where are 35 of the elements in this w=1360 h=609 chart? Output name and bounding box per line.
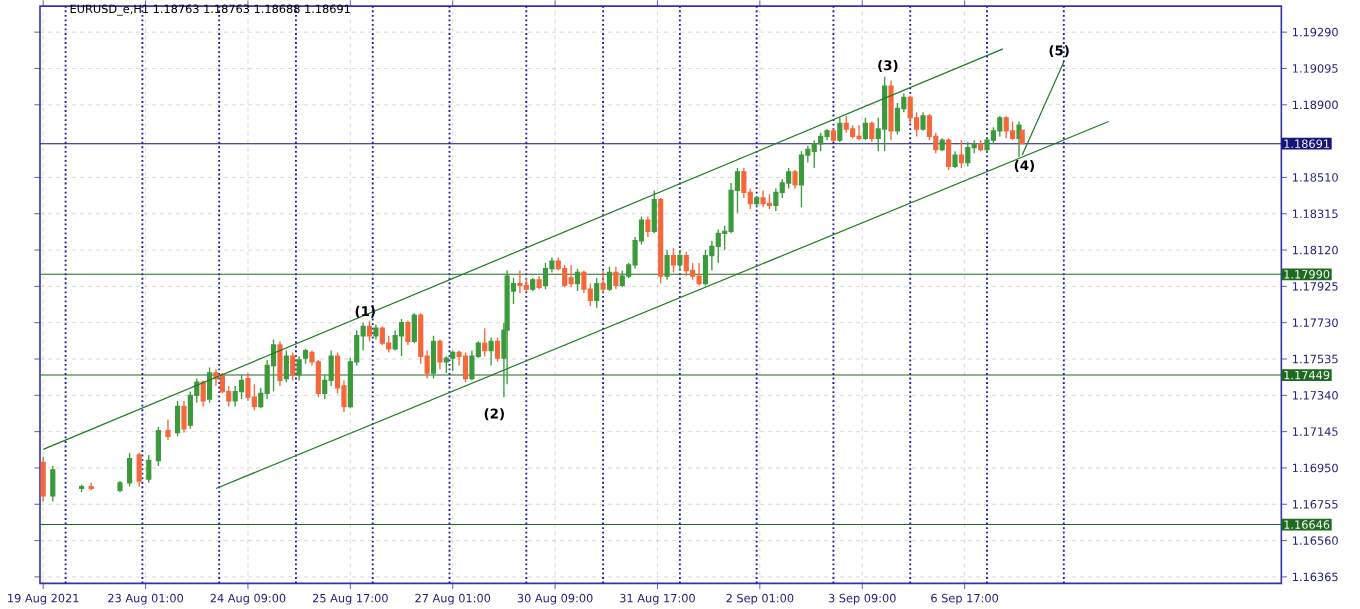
ref-line-label: 1.17990 (1284, 269, 1330, 279)
x-tick-label: 30 Aug 09:00 (517, 593, 593, 605)
y-tick-label: 1.17340 (1293, 391, 1338, 400)
y-tick-label: 1.18120 (1293, 245, 1338, 255)
y-tick-label: 1.16365 (1293, 572, 1338, 582)
x-tick-label: 27 Aug 01:00 (415, 593, 491, 605)
annotation: (2) (484, 408, 504, 421)
y-tick-label: 1.19095 (1293, 64, 1338, 73)
x-tick-label: 3 Sep 09:00 (828, 593, 896, 605)
ref-line-label: 1.16646 (1284, 520, 1330, 529)
y-tick-label: 1.17535 (1293, 354, 1338, 364)
y-tick-label: 1.17730 (1293, 318, 1338, 327)
x-tick-label: 2 Sep 01:00 (726, 593, 794, 605)
y-tick-label: 1.16755 (1293, 499, 1338, 509)
annotation: (1) (355, 305, 375, 318)
y-tick-label: 1.18510 (1293, 173, 1338, 182)
x-tick-label: 6 Sep 17:00 (931, 593, 999, 605)
annotation: (3) (878, 60, 898, 72)
ref-line-label: 1.17449 (1284, 370, 1330, 380)
y-tick-label: 1.16950 (1293, 463, 1338, 473)
y-tick-label: 1.16560 (1293, 536, 1338, 545)
x-tick-label: 31 Aug 17:00 (620, 593, 695, 605)
x-tick-label: 24 Aug 09:00 (210, 593, 286, 605)
x-tick-label: 25 Aug 17:00 (312, 593, 388, 605)
x-tick-label: 19 Aug 2021 (8, 593, 79, 605)
x-tick-label: 23 Aug 01:00 (108, 593, 184, 605)
y-tick-label: 1.18315 (1293, 209, 1338, 219)
ref-line-label: 1.18691 (1284, 139, 1330, 148)
y-tick-label: 1.18900 (1293, 100, 1338, 110)
y-tick-label: 1.17925 (1293, 282, 1338, 291)
annotation: (4) (1014, 159, 1034, 172)
chart-title: EURUSD_e,H1 1.18763 1.18763 1.18688 1.18691 (70, 4, 350, 16)
annotation: (5) (1049, 45, 1069, 57)
y-tick-label: 1.17145 (1293, 427, 1338, 436)
y-tick-label: 1.19290 (1293, 27, 1338, 37)
